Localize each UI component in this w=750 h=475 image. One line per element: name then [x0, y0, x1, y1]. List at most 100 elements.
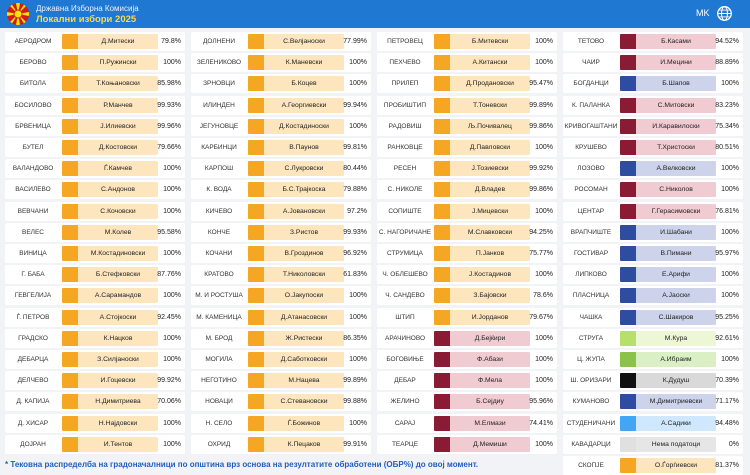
municipality-row[interactable]: ЦЕНТАР Г.Герасимовски 76.81%	[563, 201, 743, 221]
municipality-row[interactable]: ПЕХЧЕВО А.Китански 100%	[377, 53, 557, 73]
municipality-row[interactable]: БИТОЛА Т.Коњановски 85.98%	[5, 74, 185, 94]
municipality-row[interactable]: ВЕВЧАНИ С.Кочовски 100%	[5, 201, 185, 221]
municipality-row[interactable]: С. НАГОРИЧАНЕ М.Славковски 94.25%	[377, 222, 557, 242]
municipality-row[interactable]: Ш. ОРИЗАРИ К.Дудуш 70.39%	[563, 371, 743, 391]
municipality-row[interactable]: ВРАПЧИШТЕ И.Шабани 100%	[563, 222, 743, 242]
municipality-row[interactable]: ТЕАРЦЕ Д.Мемиши 100%	[377, 434, 557, 454]
processed-percentage: 95.97%	[715, 250, 739, 257]
municipality-row[interactable]: ГЕВГЕЛИЈА А.Сарамандов 100%	[5, 286, 185, 306]
municipality-row[interactable]: ЗЕЛЕНИКОВО К.Маневски 100%	[191, 53, 371, 73]
commission-logo-icon	[7, 3, 29, 25]
language-selector[interactable]: MK	[696, 8, 710, 18]
municipality-row[interactable]: КИЧЕВО А.Јовановски 97.2%	[191, 201, 371, 221]
municipality-row[interactable]: БРВЕНИЦА Ј.Илиевски 99.96%	[5, 116, 185, 136]
processed-percentage: 95.96%	[529, 398, 553, 406]
municipality-row[interactable]: ПЛАСНИЦА А.Јаоски 100%	[563, 286, 743, 306]
municipality-row[interactable]: ДЕБАР Ф.Мела 100%	[377, 371, 557, 391]
municipality-row[interactable]: КАВАДАРЦИ Нема податоци 0%	[563, 434, 743, 454]
municipality-row[interactable]: ЧАШКА С.Шакиров 95.25%	[563, 307, 743, 327]
municipality-row[interactable]: КРУШЕВО Т.Христоски 80.51%	[563, 138, 743, 157]
municipality-row[interactable]: КОНЧЕ З.Ристов 99.93%	[191, 222, 371, 242]
municipality-row[interactable]: ЛОЗОВО А.Велковски 100%	[563, 159, 743, 179]
municipality-row[interactable]: Ѓ. ПЕТРОВ А.Стојкоски 92.45%	[5, 307, 185, 327]
municipality-row[interactable]: Д. КАПИЈА Н.Димитриева 70.06%	[5, 392, 185, 412]
municipality-row[interactable]: ДОЈРАН И.Тентов 100%	[5, 434, 185, 454]
municipality-row[interactable]: РАДОВИШ Љ.Почивалец 99.86%	[377, 116, 557, 136]
processed-percentage: 99.88%	[343, 398, 367, 406]
municipality-row[interactable]: ВАСИЛЕВО С.Андонов 100%	[5, 180, 185, 200]
municipality-row[interactable]: ДЕЛЧЕВО И.Гоцевски 99.92%	[5, 371, 185, 391]
municipality-row[interactable]: БЕРОВО П.Ружински 100%	[5, 53, 185, 73]
municipality-row[interactable]: Г. БАБА Б.Стефковски 87.76%	[5, 265, 185, 285]
party-color-swatch	[248, 267, 264, 283]
municipality-row[interactable]: Д. ХИСАР Н.Најдовски 100%	[5, 413, 185, 433]
municipality-row[interactable]: АЕРОДРОМ Д.Митески 79.8%	[5, 32, 185, 51]
municipality-row[interactable]: РОСОМАН С.Николов 100%	[563, 180, 743, 200]
municipality-row[interactable]: ЈЕГУНОВЦЕ Д.Костадиноски 100%	[191, 116, 371, 136]
candidate-name: Д.Саботковски	[264, 352, 344, 367]
municipality-name: Г. БАБА	[21, 271, 45, 279]
globe-icon[interactable]	[716, 5, 733, 22]
municipality-row[interactable]: Н. СЕЛО Ѓ.Божинов 100%	[191, 413, 371, 433]
municipality-row[interactable]: ОХРИД К.Пецаков 99.91%	[191, 434, 371, 454]
municipality-row[interactable]: ЛИПКОВО Е.Арифи 100%	[563, 265, 743, 285]
municipality-row[interactable]: КРИВОГАШТАНИ И.Каравилоски 75.34%	[563, 116, 743, 136]
municipality-row[interactable]: ВЕЛЕС М.Колев 95.58%	[5, 222, 185, 242]
municipality-row[interactable]: БУТЕЛ Д.Костовски 79.66%	[5, 138, 185, 157]
municipality-row[interactable]: КАРПОШ С.Лукровски 80.44%	[191, 159, 371, 179]
candidate-name: Д.Костовски	[78, 140, 158, 155]
municipality-row[interactable]: М. БРОД Ж.Ристески 86.35%	[191, 328, 371, 348]
municipality-row[interactable]: КРАТОВО Т.Николовски 61.83%	[191, 265, 371, 285]
municipality-row[interactable]: ШТИП И.Јорданов 79.67%	[377, 307, 557, 327]
municipality-row[interactable]: ТЕТОВО Б.Касами 94.52%	[563, 32, 743, 51]
municipality-row[interactable]: СТРУГА М.Кура 92.61%	[563, 328, 743, 348]
candidate-bar: И.Шабани	[620, 224, 716, 240]
municipality-row[interactable]: МОГИЛА Д.Саботковски 100%	[191, 350, 371, 369]
municipality-row[interactable]: СКОПЈЕ О.Ѓорѓиевски 81.37%	[563, 456, 743, 475]
municipality-row[interactable]: Ч. САНДЕВО З.Бајовски 78.6%	[377, 286, 557, 306]
party-color-swatch	[434, 373, 450, 389]
municipality-row[interactable]: СОПИШТЕ Ј.Мицевски 100%	[377, 201, 557, 221]
candidate-name: А.Јаоски	[636, 288, 716, 304]
municipality-row[interactable]: К. ВОДА Б.С.Трајкоска 79.88%	[191, 180, 371, 200]
municipality-row[interactable]: РАНКОВЦЕ Д.Павловски 100%	[377, 138, 557, 157]
candidate-bar: З.Бајовски	[434, 288, 530, 304]
municipality-row[interactable]: НОВАЦИ С.Стевановски 99.88%	[191, 392, 371, 412]
municipality-row[interactable]: САРАЈ М.Елмази 74.41%	[377, 413, 557, 433]
municipality-row[interactable]: БОГОВИЊЕ Ф.Абази 100%	[377, 350, 557, 369]
municipality-row[interactable]: КАРБИНЦИ В.Паунов 99.81%	[191, 138, 371, 157]
municipality-row[interactable]: ЧАИР И.Мецини 88.89%	[563, 53, 743, 73]
municipality-row[interactable]: М. КАМЕНИЦА Д.Атанасовски 100%	[191, 307, 371, 327]
municipality-name: ВЕЛЕС	[22, 228, 44, 236]
municipality-row[interactable]: БОГДАНЦИ Б.Шапов 100%	[563, 74, 743, 94]
candidate-name: Д.Владев	[450, 182, 530, 198]
candidate-name: Б.Сејдиу	[450, 394, 530, 410]
municipality-row[interactable]: ЖЕЛИНО Б.Сејдиу 95.96%	[377, 392, 557, 412]
municipality-row[interactable]: ИЛИНДЕН А.Георгиевски 99.94%	[191, 95, 371, 115]
municipality-row[interactable]: НЕГОТИНО М.Нацева 99.89%	[191, 371, 371, 391]
municipality-row[interactable]: ГОСТИВАР В.Пимани 95.97%	[563, 244, 743, 263]
municipality-row[interactable]: Ц. ЖУПА А.Ибраим 100%	[563, 350, 743, 369]
municipality-row[interactable]: СТУДЕНИЧАНИ А.Садики 94.48%	[563, 413, 743, 433]
municipality-row[interactable]: ЗРНОВЦИ Б.Коцев 100%	[191, 74, 371, 94]
municipality-row[interactable]: КУМАНОВО М.Димитриевски 71.17%	[563, 392, 743, 412]
municipality-row[interactable]: ПРИЛЕП Д.Продановски 95.47%	[377, 74, 557, 94]
municipality-row[interactable]: РЕСЕН Ј.Тозиевски 99.92%	[377, 159, 557, 179]
municipality-row[interactable]: ДЕБАРЦА З.Силјаноски 100%	[5, 350, 185, 369]
municipality-row[interactable]: БОСИЛОВО Р.Манчев 99.93%	[5, 95, 185, 115]
municipality-row[interactable]: СТРУМИЦА П.Јанков 75.77%	[377, 244, 557, 263]
municipality-row[interactable]: Ч. ОБЛЕШЕВО Ј.Костадинов 100%	[377, 265, 557, 285]
municipality-row[interactable]: М. И РОСТУША О.Јакупоски 100%	[191, 286, 371, 306]
municipality-row[interactable]: ПЕТРОВЕЦ Б.Митевски 100%	[377, 32, 557, 51]
municipality-row[interactable]: КОЧАНИ В.Гроздинов 96.92%	[191, 244, 371, 263]
municipality-row[interactable]: ПРОБИШТИП Т.Тоневски 99.89%	[377, 95, 557, 115]
municipality-row[interactable]: ВИНИЦА М.Костадиновски 100%	[5, 244, 185, 263]
municipality-row[interactable]: ГРАДСКО К.Нацков 100%	[5, 328, 185, 348]
municipality-row[interactable]: ДОЛНЕНИ С.Велјаноски 77.99%	[191, 32, 371, 51]
municipality-row[interactable]: АРАЧИНОВО Д.Бејќири 100%	[377, 328, 557, 348]
municipality-row[interactable]: С. НИКОЛЕ Д.Владев 99.86%	[377, 180, 557, 200]
municipality-row[interactable]: ВАЛАНДОВО Ѓ.Камчев 100%	[5, 159, 185, 179]
municipality-row[interactable]: К. ПАЛАНКА С.Митовски 83.23%	[563, 95, 743, 115]
processed-percentage: 85.98%	[157, 80, 181, 88]
municipality-name: КИЧЕВО	[205, 207, 233, 215]
